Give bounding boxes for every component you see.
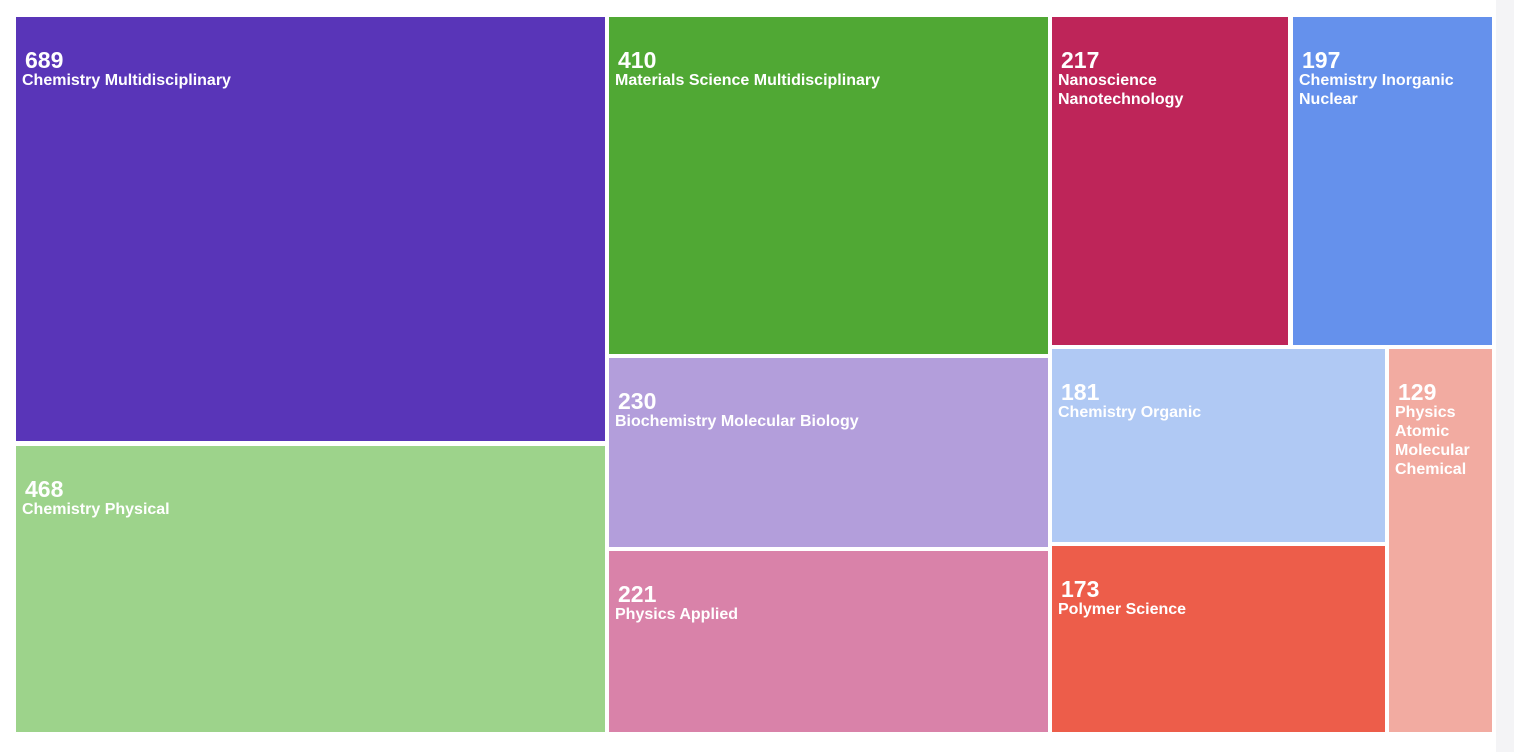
tile-value: 221 bbox=[618, 581, 657, 607]
tile-label: Physics Applied bbox=[615, 606, 738, 623]
tile-value: 173 bbox=[1061, 576, 1100, 602]
tile-chemistry-organic[interactable]: 181 Chemistry Organic bbox=[1052, 349, 1385, 542]
tile-value: 129 bbox=[1398, 379, 1437, 405]
tile-polymer-science[interactable]: 173 Polymer Science bbox=[1052, 546, 1385, 732]
tile-physics-atomic-molecular-chemical[interactable]: 129 Physics Atomic Molecular Chemical bbox=[1389, 349, 1492, 732]
tile-value: 468 bbox=[25, 476, 64, 502]
tile-value: 197 bbox=[1302, 47, 1341, 73]
tile-value: 689 bbox=[25, 47, 64, 73]
tile-label: Chemistry Physical bbox=[22, 501, 170, 518]
tile-chemistry-multidisciplinary[interactable]: 689 Chemistry Multidisciplinary bbox=[16, 17, 605, 441]
tile-materials-science-multidisciplinary[interactable]: 410 Materials Science Multidisciplinary bbox=[609, 17, 1048, 354]
tile-value: 181 bbox=[1061, 379, 1100, 405]
tile-nanoscience-nanotechnology[interactable]: 217 Nanoscience Nanotechnology bbox=[1052, 17, 1288, 345]
tile-biochemistry-molecular-biology[interactable]: 230 Biochemistry Molecular Biology bbox=[609, 358, 1048, 547]
tile-physics-applied[interactable]: 221 Physics Applied bbox=[609, 551, 1048, 732]
tile-value: 230 bbox=[618, 388, 657, 414]
tile-chemistry-physical[interactable]: 468 Chemistry Physical bbox=[16, 446, 605, 732]
tile-label: Nanoscience Nanotechnology bbox=[1058, 72, 1184, 108]
scrollbar-track[interactable] bbox=[1496, 0, 1514, 752]
tile-value: 410 bbox=[618, 47, 657, 73]
tile-label: Polymer Science bbox=[1058, 601, 1187, 618]
tile-label: Chemistry Organic bbox=[1058, 404, 1202, 421]
tile-label: Chemistry Multidisciplinary bbox=[22, 72, 231, 89]
tile-chemistry-inorganic-nuclear[interactable]: 197 Chemistry Inorganic Nuclear bbox=[1293, 17, 1492, 345]
tile-label: Chemistry Inorganic Nuclear bbox=[1299, 72, 1454, 108]
tile-label: Materials Science Multidisciplinary bbox=[615, 72, 880, 89]
tile-value: 217 bbox=[1061, 47, 1100, 73]
tile-label: Physics Atomic Molecular Chemical bbox=[1395, 404, 1470, 478]
tile-label: Biochemistry Molecular Biology bbox=[615, 413, 859, 430]
